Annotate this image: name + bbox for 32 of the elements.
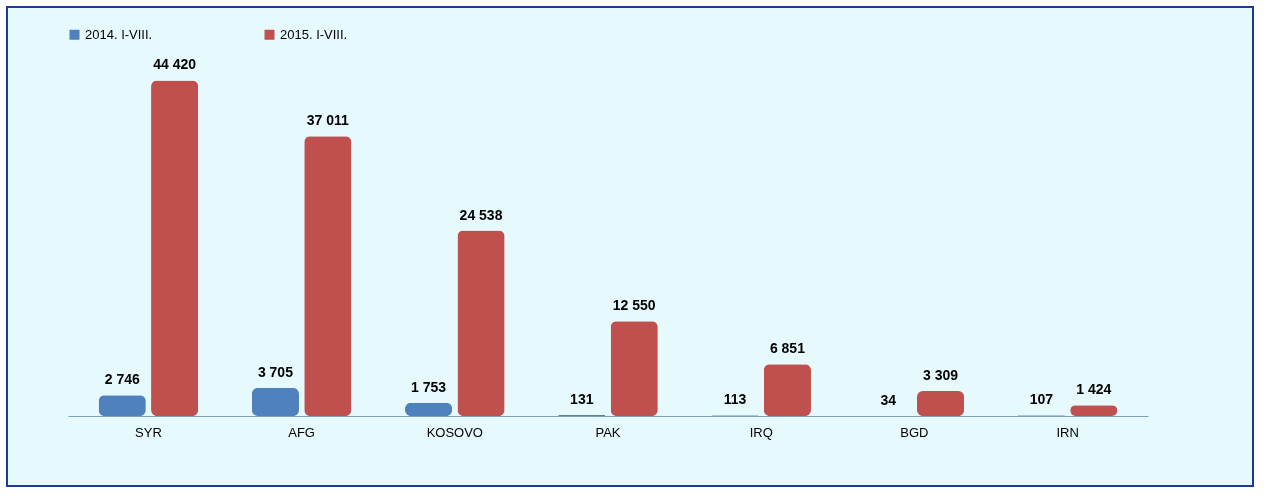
- x-tick-label: AFG: [288, 424, 315, 440]
- bar: [405, 402, 453, 416]
- data-label: 34: [880, 391, 897, 408]
- data-label: 24 538: [459, 206, 503, 223]
- data-label: 44 420: [153, 56, 197, 73]
- data-label: 131: [570, 391, 594, 408]
- x-tick-label: IRN: [1056, 424, 1079, 440]
- x-tick-label: IRQ: [749, 424, 773, 440]
- bar: [763, 364, 811, 416]
- bar: [610, 321, 658, 416]
- data-label: 6 851: [769, 340, 806, 357]
- bar: [917, 391, 965, 416]
- x-tick-label: SYR: [135, 424, 162, 440]
- data-label: 1 424: [1076, 381, 1112, 398]
- bar: [151, 80, 199, 416]
- data-label: 3 309: [923, 367, 959, 383]
- data-label: 12 550: [612, 297, 656, 314]
- data-label: 2 746: [104, 371, 140, 388]
- bar: [304, 136, 352, 416]
- bar: [251, 388, 299, 416]
- legend-label: 2014. I-VIII.: [85, 26, 153, 42]
- legend-label: 2015. I-VIII.: [280, 26, 348, 42]
- bar: [457, 230, 505, 416]
- data-label: 37 011: [306, 112, 350, 129]
- x-tick-label: KOSOVO: [426, 424, 483, 440]
- data-label: 1 753: [411, 378, 447, 395]
- x-tick-label: PAK: [595, 424, 621, 440]
- data-label: 107: [1029, 391, 1054, 408]
- data-label: 3 705: [257, 364, 294, 381]
- x-tick-label: BGD: [900, 424, 929, 440]
- bar: [98, 395, 146, 416]
- data-label: 113: [723, 391, 747, 408]
